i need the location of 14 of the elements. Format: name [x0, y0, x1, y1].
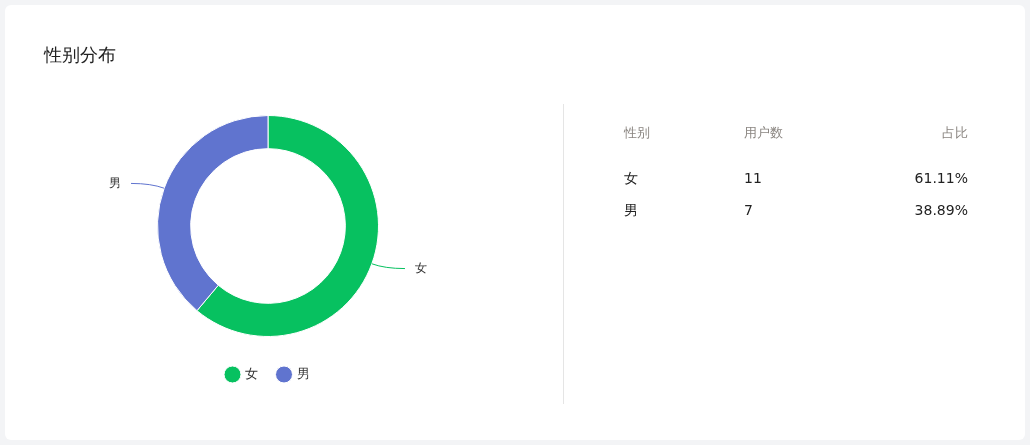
- text: 61.11%: [914, 169, 968, 188]
- text: 用户数: [744, 124, 783, 142]
- chart-title: 性别分布: [44, 43, 116, 67]
- text: 11: [744, 169, 762, 188]
- slice-label: 女: [414, 260, 427, 275]
- text: 7: [744, 201, 753, 220]
- legend-label: 男: [296, 365, 310, 381]
- slice-label: 男: [109, 175, 122, 190]
- text: 占比: [942, 124, 968, 142]
- text: 女: [624, 169, 638, 188]
- text: 男: [624, 201, 638, 220]
- text: 性别: [624, 124, 650, 142]
- legend-label: 女: [245, 365, 258, 381]
- text: 38.89%: [914, 201, 968, 220]
